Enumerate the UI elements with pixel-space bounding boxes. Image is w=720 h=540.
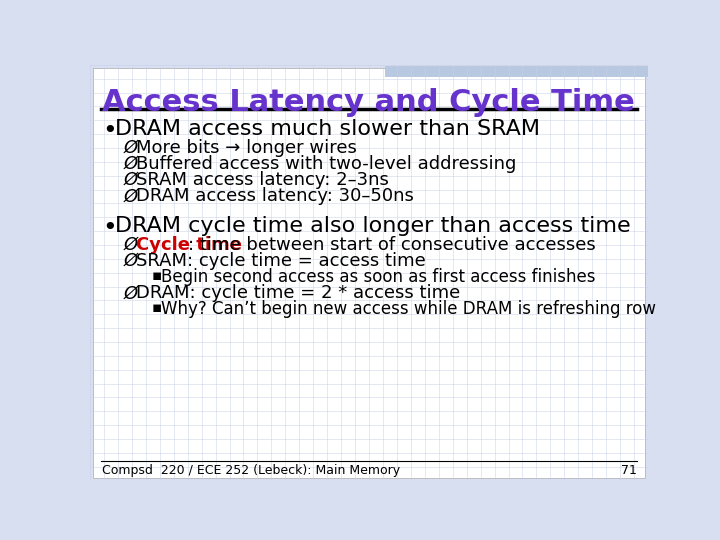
Text: •: • [102, 215, 117, 240]
Text: DRAM access much slower than SRAM: DRAM access much slower than SRAM [114, 119, 540, 139]
Text: Ø: Ø [124, 139, 138, 157]
FancyBboxPatch shape [384, 66, 648, 77]
Text: SRAM access latency: 2–3ns: SRAM access latency: 2–3ns [137, 171, 390, 189]
Text: DRAM cycle time also longer than access time: DRAM cycle time also longer than access … [114, 215, 631, 236]
Text: : time between start of consecutive accesses: : time between start of consecutive acce… [188, 236, 595, 254]
Text: Ø: Ø [124, 284, 138, 302]
Text: Why? Can’t begin new access while DRAM is refreshing row: Why? Can’t begin new access while DRAM i… [161, 300, 657, 319]
Text: ▪: ▪ [152, 268, 163, 283]
Text: DRAM: cycle time = 2 * access time: DRAM: cycle time = 2 * access time [137, 284, 461, 302]
Text: •: • [102, 119, 117, 143]
Text: Ø: Ø [124, 187, 138, 205]
Text: Ø: Ø [124, 252, 138, 270]
Text: ▪: ▪ [152, 300, 163, 315]
Text: Ø: Ø [124, 236, 138, 254]
FancyBboxPatch shape [93, 68, 645, 477]
Text: 71: 71 [621, 464, 637, 477]
Text: Compsd  220 / ECE 252 (Lebeck): Main Memory: Compsd 220 / ECE 252 (Lebeck): Main Memo… [102, 464, 400, 477]
Text: Ø: Ø [124, 155, 138, 173]
Text: Access Latency and Cycle Time: Access Latency and Cycle Time [102, 88, 635, 117]
Text: Cycle time: Cycle time [137, 236, 243, 254]
Text: More bits → longer wires: More bits → longer wires [137, 139, 357, 157]
Text: Buffered access with two-level addressing: Buffered access with two-level addressin… [137, 155, 517, 173]
Text: SRAM: cycle time = access time: SRAM: cycle time = access time [137, 252, 426, 270]
Text: Ø: Ø [124, 171, 138, 189]
Text: DRAM access latency: 30–50ns: DRAM access latency: 30–50ns [137, 187, 415, 205]
Text: Begin second access as soon as first access finishes: Begin second access as soon as first acc… [161, 268, 596, 286]
